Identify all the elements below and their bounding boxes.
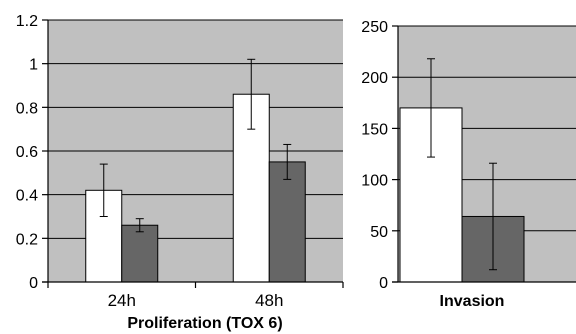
y-tick-label: 150 — [361, 121, 388, 138]
bars — [399, 58, 525, 283]
y-tick-labels: 0 50 100 150 200 250 — [361, 19, 388, 292]
y-tick-label: 0 — [29, 275, 38, 292]
y-tick-labels: 0 0.2 0.4 0.6 0.8 1 1.2 — [16, 13, 38, 292]
y-tick-label: 250 — [361, 19, 388, 36]
bars — [85, 58, 306, 283]
x-tick-label: 48h — [255, 291, 283, 310]
y-tick-label: 0 — [379, 275, 388, 292]
bar — [268, 161, 306, 283]
y-tick-label: 100 — [361, 173, 388, 190]
y-tick-label: 200 — [361, 70, 388, 87]
x-tick-label: 24h — [108, 291, 136, 310]
y-tick-label: 0.6 — [16, 144, 38, 161]
y-tick-label: 1 — [29, 57, 38, 74]
y-tick-label: 0.2 — [16, 231, 38, 248]
invasion-chart: 0 50 100 150 200 250 Invasion — [361, 19, 576, 310]
bar — [121, 224, 159, 283]
x-axis-title: Proliferation (TOX 6) — [127, 315, 282, 332]
y-tick-label: 50 — [370, 224, 388, 241]
y-tick-label: 0.4 — [16, 188, 38, 205]
axes — [42, 19, 344, 288]
x-tick-labels: 24h 48h — [108, 291, 284, 310]
axes — [392, 25, 576, 283]
proliferation-chart: 0 0.2 0.4 0.6 0.8 1 1.2 24h 48h Proliferation (… — [16, 13, 344, 332]
y-tick-label: 0.8 — [16, 100, 38, 117]
x-axis-title: Invasion — [440, 293, 505, 310]
y-tick-label: 1.2 — [16, 13, 38, 30]
